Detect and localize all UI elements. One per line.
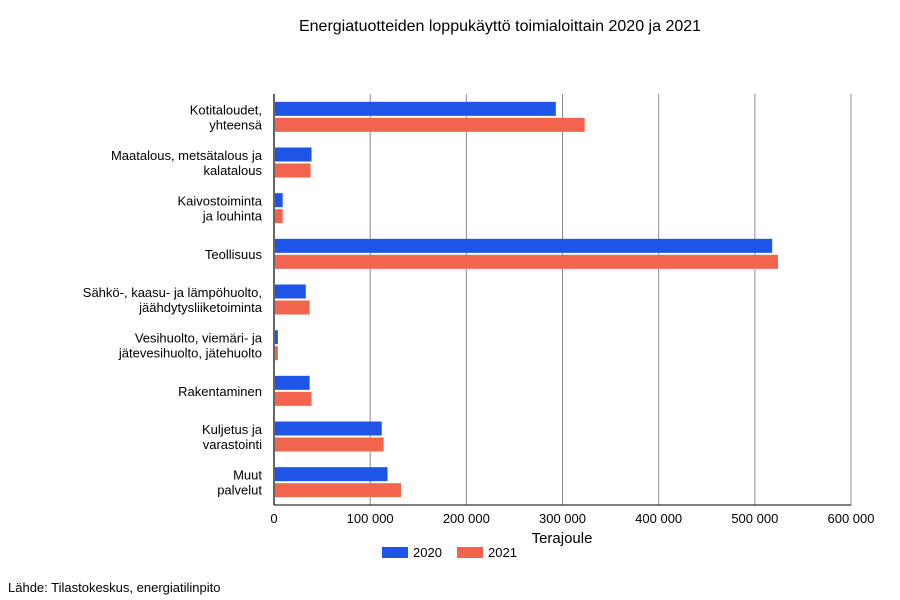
category-label: jäähdytysliiketoiminta <box>138 300 263 315</box>
category-label: Teollisuus <box>205 247 263 262</box>
bar-2021 <box>275 163 311 178</box>
x-axis-label: Terajoule <box>532 530 593 547</box>
category-label: jätevesihuolto, jätehuolto <box>118 346 262 361</box>
source-note: Lähde: Tilastokeskus, energiatilinpito <box>8 580 221 595</box>
bar-2021 <box>275 300 310 315</box>
category-label: kalatalous <box>203 163 262 178</box>
bar-2020 <box>275 421 382 436</box>
bar-2020 <box>275 238 773 253</box>
category-labels: Kotitaloudet,yhteensä Maatalous, metsätal… <box>83 102 263 497</box>
bar-2020 <box>275 330 278 345</box>
x-tick-label: 300 000 <box>539 511 586 526</box>
category-label: Sähkö-, kaasu- ja lämpöhuolto, <box>83 285 262 300</box>
legend: 2020 2021 <box>382 545 517 560</box>
bar-2021 <box>275 209 283 224</box>
legend-label: 2021 <box>488 545 517 560</box>
category-label: yhteensä <box>209 117 263 132</box>
legend-label: 2020 <box>413 545 442 560</box>
x-tick-label: 200 000 <box>443 511 490 526</box>
bar-2021 <box>275 437 384 452</box>
category-label: palvelut <box>217 483 262 498</box>
category-label: Kotitaloudet, <box>190 102 262 117</box>
bar-2021 <box>275 117 585 132</box>
bar-2020 <box>275 101 556 116</box>
category-label: Kaivostoiminta <box>177 194 262 209</box>
bar-2020 <box>275 193 283 208</box>
bar-2020 <box>275 284 306 299</box>
bars <box>275 101 778 498</box>
category-label: ja louhinta <box>202 209 263 224</box>
gridlines <box>273 94 852 506</box>
bar-2021 <box>275 483 401 498</box>
legend-swatch-2021 <box>457 547 483 558</box>
category-label: varastointi <box>203 437 262 452</box>
category-label: Muut <box>233 468 262 483</box>
x-tick-label: 500 000 <box>731 511 778 526</box>
bar-2020 <box>275 375 310 390</box>
category-label: Kuljetus ja <box>202 422 263 437</box>
x-tick-label: 0 <box>270 511 277 526</box>
bar-2020 <box>275 467 388 482</box>
bar-2021 <box>275 391 312 406</box>
tick-labels: 0 100 000 200 000 300 000 400 000 500 000 600 … <box>270 511 874 526</box>
bar-2020 <box>275 147 312 162</box>
x-tick-label: 400 000 <box>635 511 682 526</box>
x-tick-label: 100 000 <box>347 511 394 526</box>
bar-2021 <box>275 254 778 269</box>
legend-swatch-2020 <box>382 547 408 558</box>
category-label: Rakentaminen <box>178 384 262 399</box>
x-tick-label: 600 000 <box>828 511 875 526</box>
bar-2021 <box>275 346 278 361</box>
category-label: Maatalous, metsätalous ja <box>111 148 263 163</box>
chart-title: Energiatuotteiden loppukäyttö toimialoit… <box>299 18 701 35</box>
category-label: Vesihuolto, viemäri- ja <box>135 331 263 346</box>
